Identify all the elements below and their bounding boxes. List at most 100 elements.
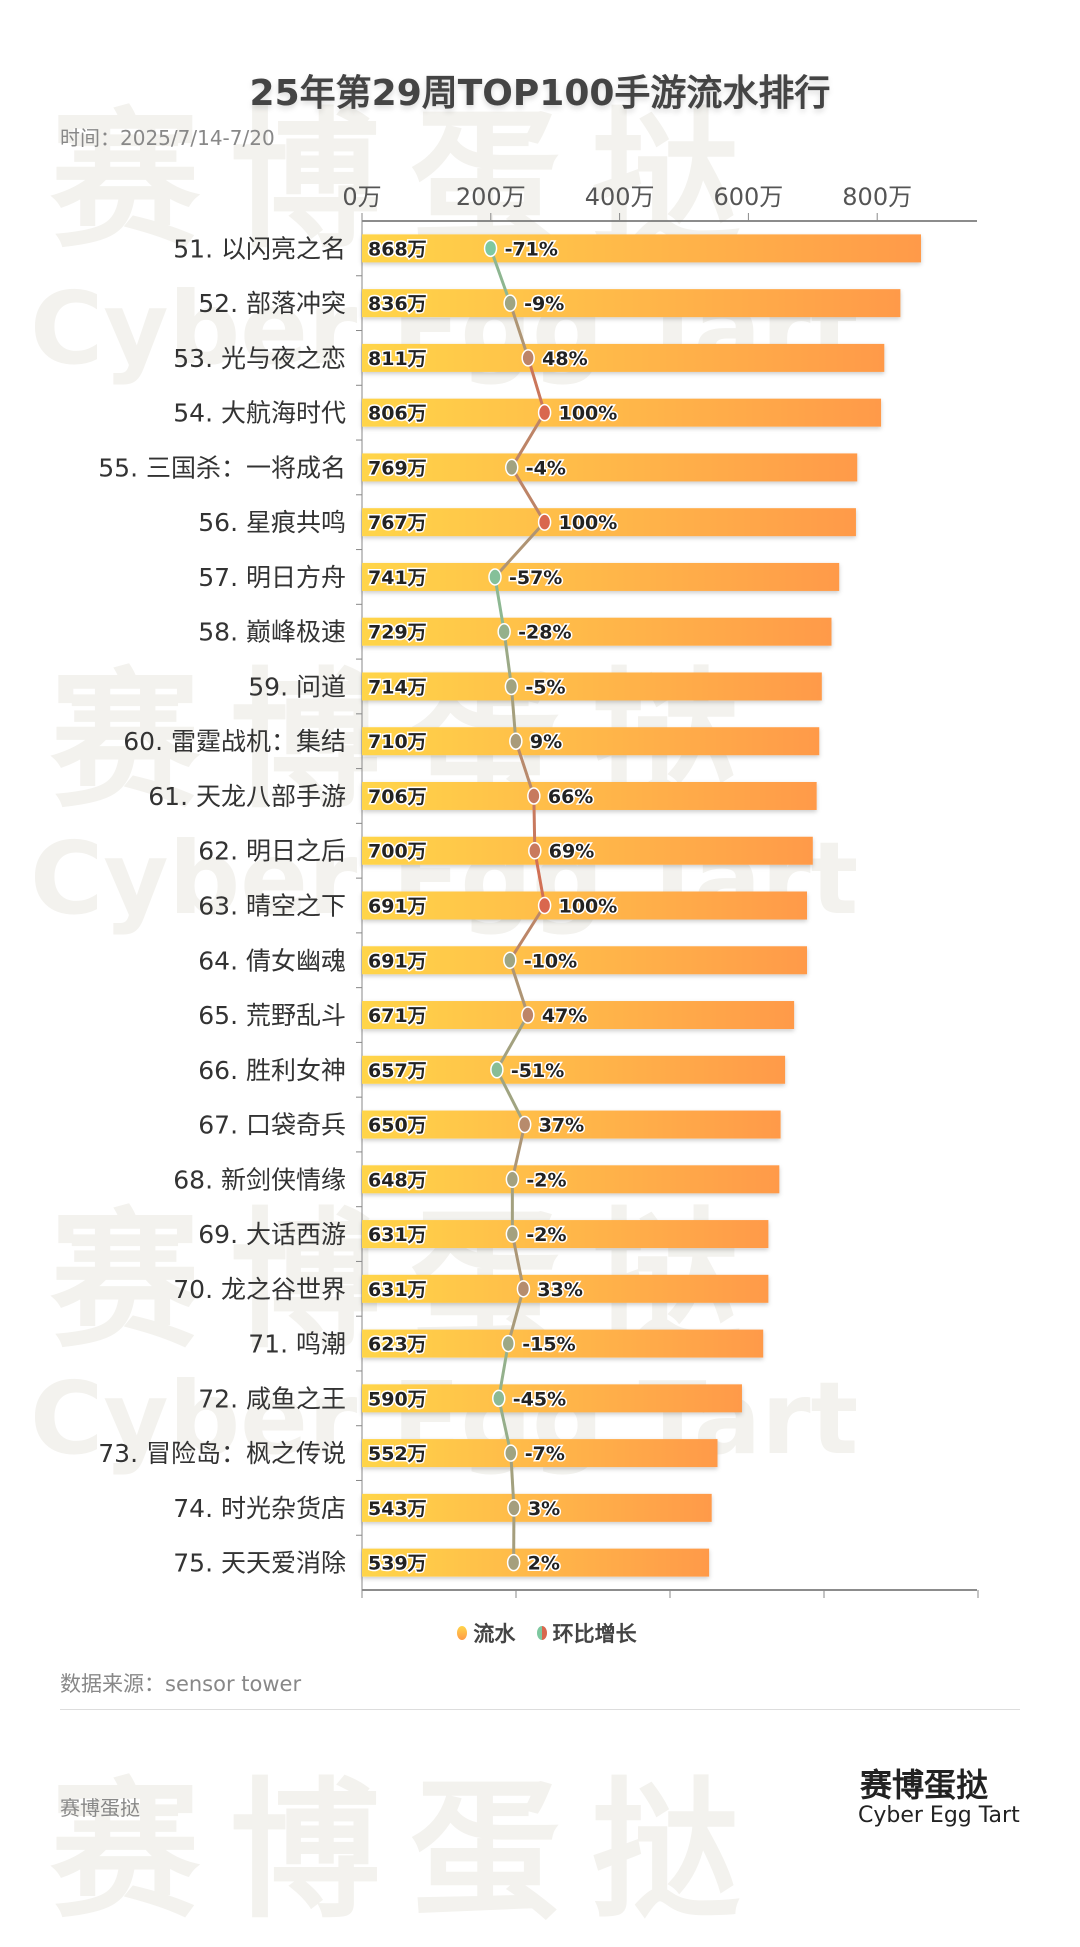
bar[interactable]: [362, 563, 839, 591]
growth-point[interactable]: [498, 624, 510, 640]
category-label: 75. 天天爱消除: [173, 1549, 346, 1578]
category-label: 62. 明日之后: [198, 837, 346, 866]
growth-point[interactable]: [491, 1062, 503, 1078]
bar-value-label: 811万: [368, 348, 427, 370]
growth-point[interactable]: [539, 514, 551, 530]
growth-point[interactable]: [517, 1281, 529, 1297]
growth-point[interactable]: [519, 1117, 531, 1133]
x-tick-label: 600万: [713, 183, 783, 211]
category-label: 70. 龙之谷世界: [173, 1275, 346, 1304]
growth-point[interactable]: [508, 1555, 520, 1571]
growth-value-label: 2%: [528, 1553, 560, 1575]
category-label: 57. 明日方舟: [198, 563, 346, 592]
bar-value-label: 623万: [368, 1334, 427, 1356]
growth-value-label: 100%: [559, 512, 618, 534]
watermark: 赛博蛋挞: [50, 1730, 770, 1947]
growth-value-label: -2%: [526, 1224, 566, 1246]
growth-value-label: -57%: [509, 567, 562, 589]
growth-value-label: -45%: [513, 1388, 566, 1410]
growth-point[interactable]: [505, 678, 517, 694]
growth-point[interactable]: [504, 295, 516, 311]
growth-value-label: -9%: [524, 293, 564, 315]
bar-value-label: 631万: [368, 1224, 427, 1246]
bar[interactable]: [362, 946, 807, 974]
bar-value-label: 706万: [368, 786, 427, 808]
growth-point[interactable]: [522, 1007, 534, 1023]
chart-title: 25年第29周TOP100手游流水排行: [0, 64, 1080, 116]
bar-value-label: 729万: [368, 622, 427, 644]
growth-point[interactable]: [485, 240, 497, 256]
bar-value-label: 767万: [368, 512, 427, 534]
growth-value-label: 33%: [537, 1279, 582, 1301]
bar-value-label: 543万: [368, 1498, 427, 1520]
category-label: 69. 大话西游: [198, 1220, 346, 1249]
bar-value-label: 741万: [368, 567, 427, 589]
category-label: 66. 胜利女神: [198, 1056, 346, 1085]
growth-value-label: -5%: [525, 676, 565, 698]
category-label: 63. 晴空之下: [198, 892, 346, 921]
category-label: 56. 星痕共鸣: [198, 508, 346, 537]
category-label: 67. 口袋奇兵: [198, 1111, 346, 1140]
legend-item-revenue[interactable]: 流水: [473, 1618, 515, 1648]
bar[interactable]: [362, 234, 921, 262]
growth-point[interactable]: [510, 733, 522, 749]
growth-point[interactable]: [502, 1336, 514, 1352]
category-label: 65. 荒野乱斗: [198, 1001, 346, 1030]
growth-value-label: 48%: [542, 348, 587, 370]
legend: 流水 环比增长: [0, 1618, 1080, 1648]
growth-point[interactable]: [506, 1226, 518, 1242]
growth-point[interactable]: [489, 569, 501, 585]
growth-point[interactable]: [529, 843, 541, 859]
category-label: 64. 倩女幽魂: [198, 946, 346, 975]
bar-value-label: 657万: [368, 1060, 427, 1082]
bar-value-label: 650万: [368, 1115, 427, 1137]
growth-point[interactable]: [493, 1390, 505, 1406]
growth-value-label: -51%: [511, 1060, 564, 1082]
category-label: 61. 天龙八部手游: [148, 782, 346, 811]
logo-subtext: Cyber Egg Tart: [858, 1803, 1020, 1828]
growth-value-label: 100%: [559, 896, 618, 918]
bar[interactable]: [362, 289, 900, 317]
growth-point[interactable]: [508, 1500, 520, 1516]
category-label: 72. 咸鱼之王: [198, 1384, 346, 1413]
bar-value-label: 806万: [368, 403, 427, 425]
legend-line-swatch-icon: [537, 1626, 547, 1640]
growth-value-label: 37%: [539, 1115, 584, 1137]
bar-value-label: 868万: [368, 238, 427, 260]
growth-point[interactable]: [539, 898, 551, 914]
category-label: 51. 以闪亮之名: [173, 234, 346, 263]
bar[interactable]: [362, 344, 884, 372]
bar-value-label: 648万: [368, 1169, 427, 1191]
growth-point[interactable]: [528, 788, 540, 804]
bar[interactable]: [362, 672, 822, 700]
bar-value-label: 691万: [368, 896, 427, 918]
growth-point[interactable]: [505, 1445, 517, 1461]
growth-value-label: -2%: [526, 1169, 566, 1191]
bar[interactable]: [362, 618, 831, 646]
growth-value-label: 100%: [559, 403, 618, 425]
growth-point[interactable]: [504, 952, 516, 968]
bar-value-label: 714万: [368, 676, 427, 698]
bar-value-label: 552万: [368, 1443, 427, 1465]
bar[interactable]: [362, 399, 881, 427]
bar[interactable]: [362, 453, 857, 481]
bar-value-label: 691万: [368, 950, 427, 972]
growth-point[interactable]: [506, 1171, 518, 1187]
growth-point[interactable]: [522, 350, 534, 366]
bar[interactable]: [362, 727, 819, 755]
bar-value-label: 700万: [368, 841, 427, 863]
bar-value-label: 539万: [368, 1553, 427, 1575]
divider: [60, 1709, 1020, 1710]
footer-brand: 赛博蛋挞: [60, 1792, 140, 1821]
growth-value-label: -10%: [524, 950, 577, 972]
category-label: 73. 冒险岛：枫之传说: [98, 1439, 346, 1468]
growth-point[interactable]: [506, 459, 518, 475]
growth-value-label: 47%: [542, 1005, 587, 1027]
growth-value-label: -4%: [526, 457, 566, 479]
growth-value-label: -71%: [505, 238, 558, 260]
category-label: 68. 新剑侠情缘: [173, 1165, 346, 1194]
bar-value-label: 631万: [368, 1279, 427, 1301]
bar-value-label: 769万: [368, 457, 427, 479]
growth-point[interactable]: [539, 405, 551, 421]
legend-item-growth[interactable]: 环比增长: [553, 1618, 637, 1648]
